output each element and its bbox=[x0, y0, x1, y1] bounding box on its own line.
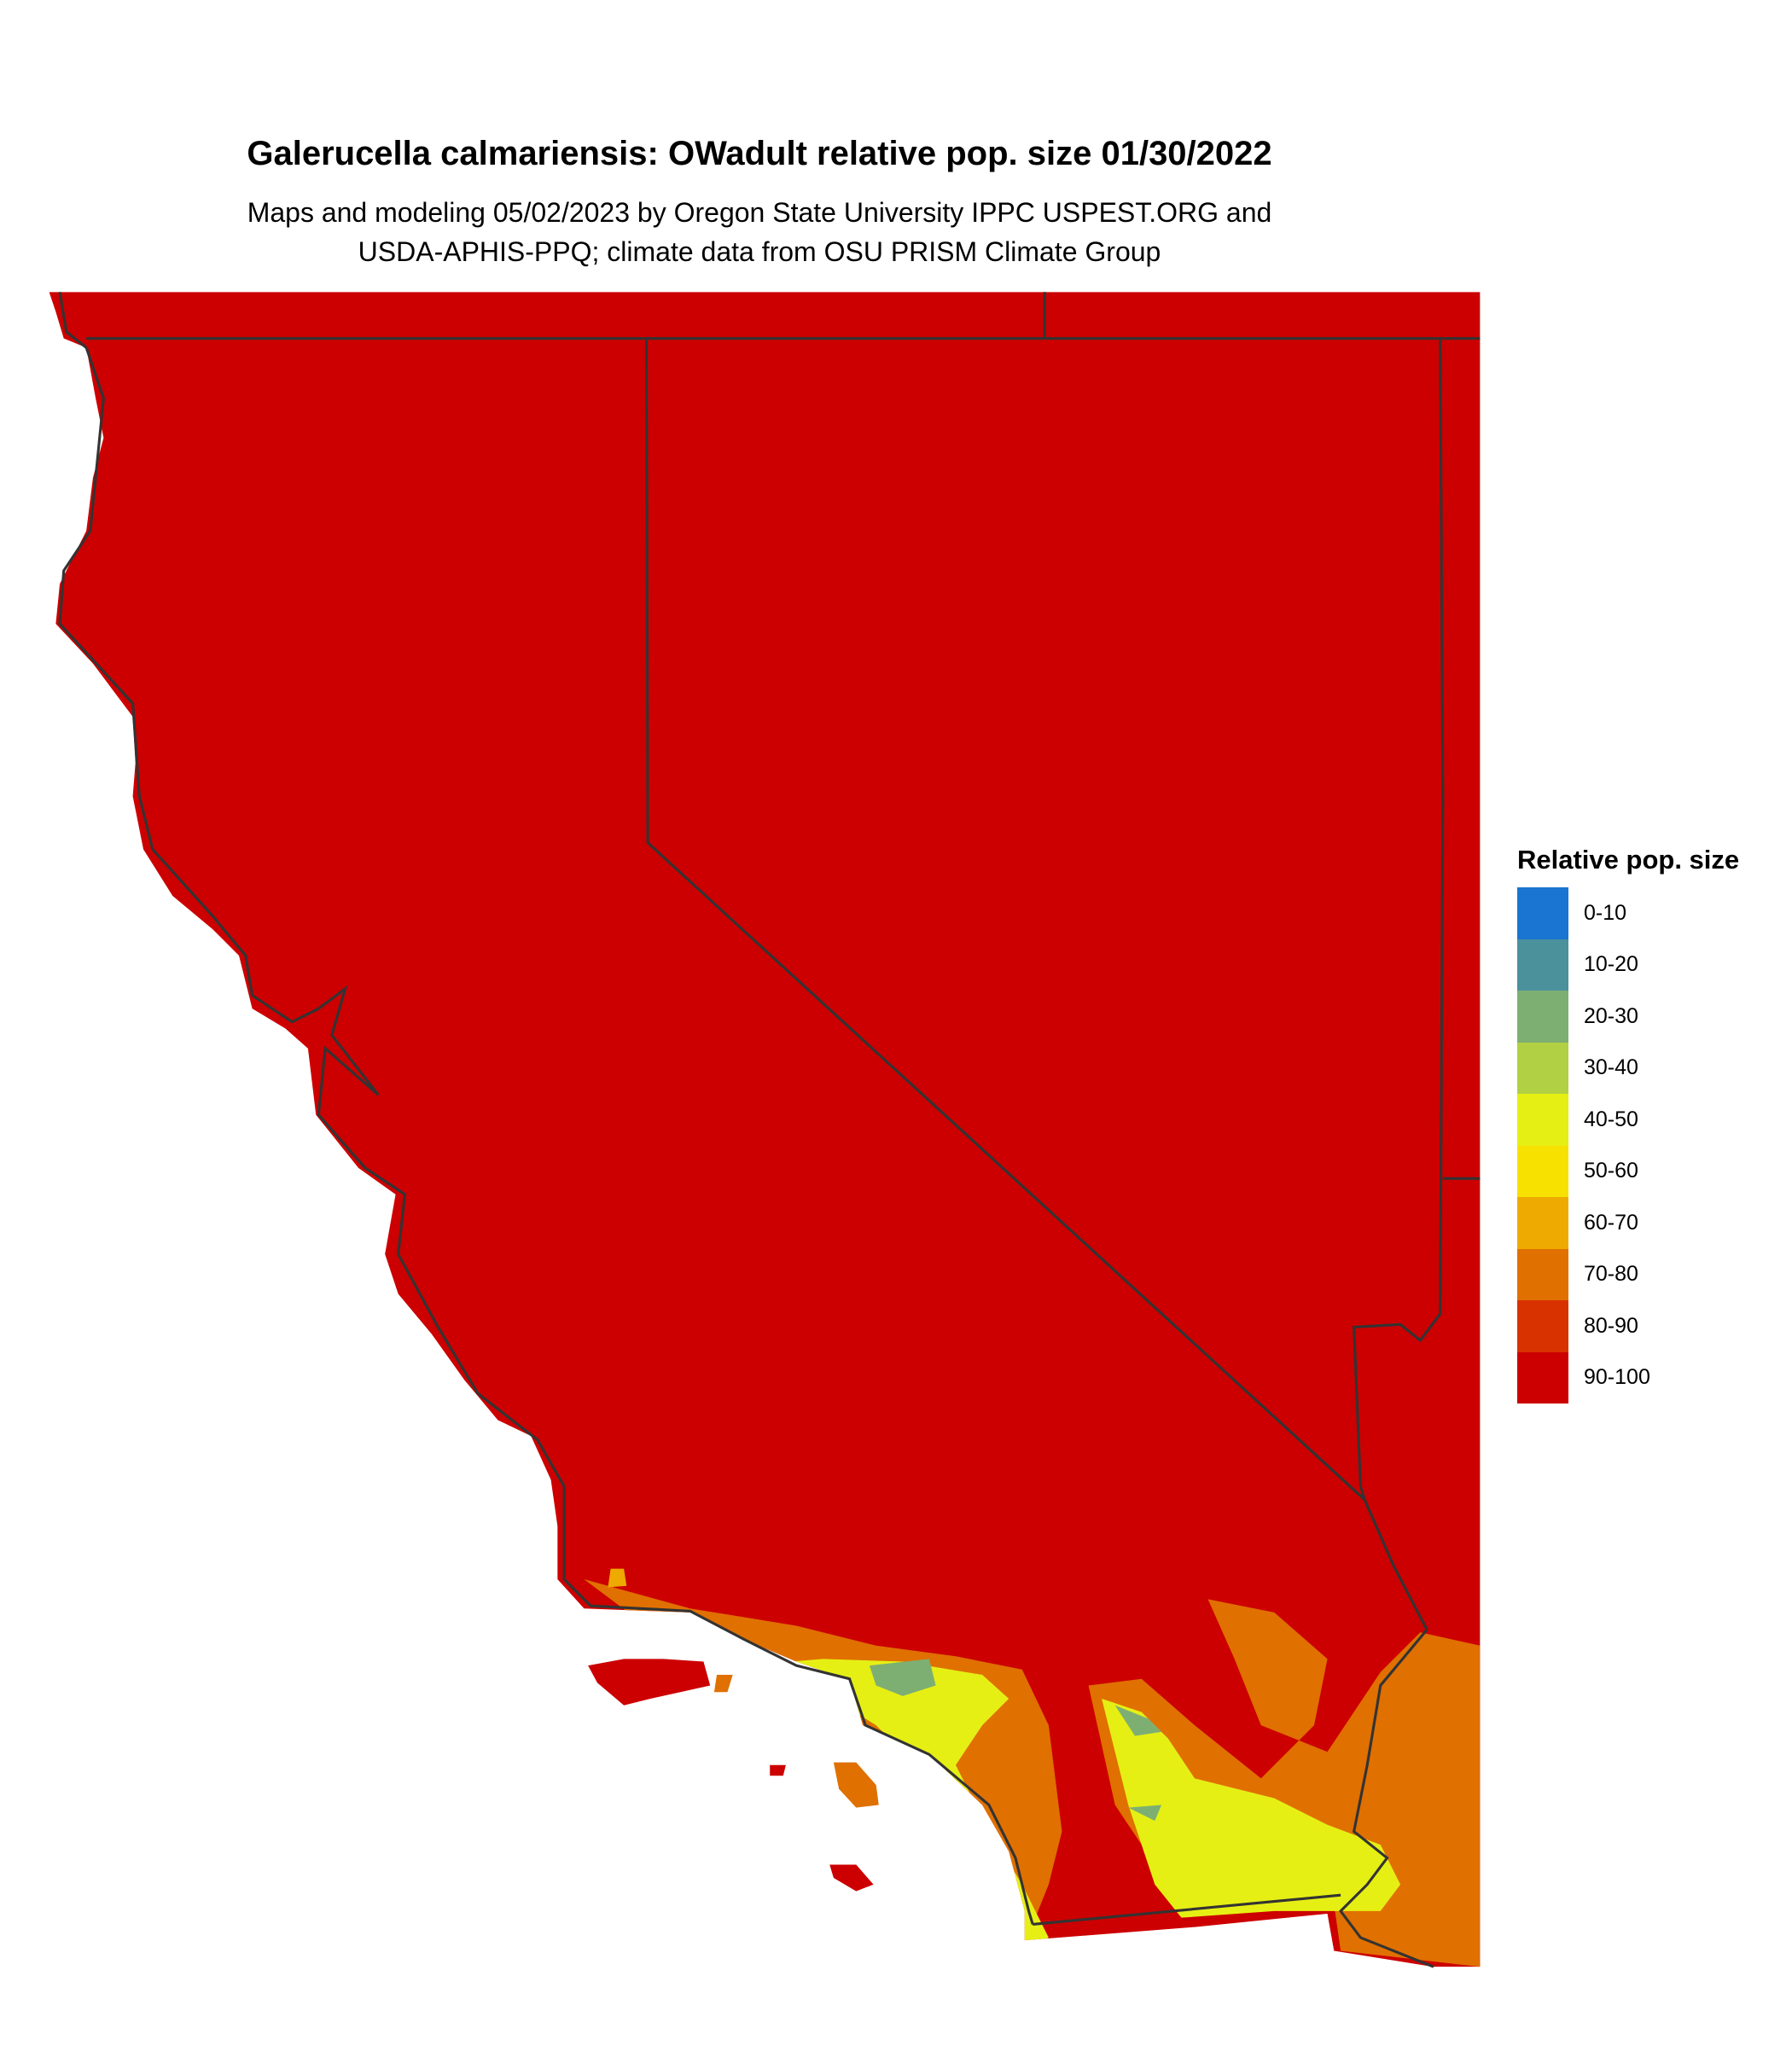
channel-island bbox=[770, 1764, 786, 1776]
legend-label: 10-20 bbox=[1584, 952, 1638, 977]
legend-item: 20-30 bbox=[1517, 991, 1739, 1043]
legend-item: 80-90 bbox=[1517, 1300, 1739, 1352]
channel-island bbox=[588, 1659, 711, 1706]
map-class-20-30 bbox=[869, 1659, 1162, 1822]
legend-item: 60-70 bbox=[1517, 1197, 1739, 1249]
legend-swatch bbox=[1517, 1094, 1568, 1146]
legend-swatch bbox=[1517, 1248, 1568, 1300]
map-title: Galerucella calmariensis: OWadult relati… bbox=[247, 135, 1272, 172]
state-borders bbox=[58, 291, 1481, 1968]
legend-item: 90-100 bbox=[1517, 1351, 1739, 1404]
legend-item: 0-10 bbox=[1517, 887, 1739, 939]
legend-label: 70-80 bbox=[1584, 1262, 1638, 1287]
legend-label: 0-10 bbox=[1584, 900, 1627, 925]
legend-item: 10-20 bbox=[1517, 939, 1739, 991]
legend-swatch bbox=[1517, 1197, 1568, 1249]
ca-az-border bbox=[1339, 1629, 1434, 1968]
subtitle-line-2: USDA-APHIS-PPQ; climate data from OSU PR… bbox=[358, 236, 1161, 267]
legend-swatch bbox=[1517, 939, 1568, 991]
legend-label: 30-40 bbox=[1584, 1055, 1638, 1080]
subtitle-line-1: Maps and modeling 05/02/2023 by Oregon S… bbox=[247, 197, 1272, 228]
legend-swatch bbox=[1517, 991, 1568, 1043]
legend: Relative pop. size 0-10 10-20 20-30 30-40 40… bbox=[1517, 845, 1739, 1404]
map-class-40-50 bbox=[743, 1659, 1401, 1951]
legend-swatch bbox=[1517, 1042, 1568, 1094]
legend-item: 50-60 bbox=[1517, 1145, 1739, 1197]
legend-label: 60-70 bbox=[1584, 1210, 1638, 1235]
legend-swatch bbox=[1517, 1351, 1568, 1404]
map-class-60-70 bbox=[608, 1568, 627, 1588]
us-mexico-border bbox=[1033, 1893, 1341, 1927]
legend-label: 50-60 bbox=[1584, 1159, 1638, 1183]
legend-title: Relative pop. size bbox=[1517, 845, 1740, 875]
legend-label: 90-100 bbox=[1584, 1365, 1650, 1390]
legend-label: 80-90 bbox=[1584, 1313, 1638, 1338]
nv-ut-border bbox=[1353, 338, 1445, 1501]
legend-item: 70-80 bbox=[1517, 1248, 1739, 1300]
coastline bbox=[58, 291, 1034, 1925]
channel-island bbox=[829, 1864, 874, 1892]
legend-swatch bbox=[1517, 1145, 1568, 1197]
legend-label: 20-30 bbox=[1584, 1003, 1638, 1028]
legend-label: 40-50 bbox=[1584, 1107, 1638, 1131]
channel-island bbox=[713, 1675, 733, 1693]
legend-swatch bbox=[1517, 887, 1568, 939]
legend-item: 30-40 bbox=[1517, 1042, 1739, 1094]
map-subtitle: Maps and modeling 05/02/2023 by Oregon S… bbox=[0, 193, 1519, 271]
channel-island bbox=[833, 1762, 879, 1808]
legend-swatch bbox=[1517, 1300, 1568, 1352]
legend-item: 40-50 bbox=[1517, 1094, 1739, 1146]
